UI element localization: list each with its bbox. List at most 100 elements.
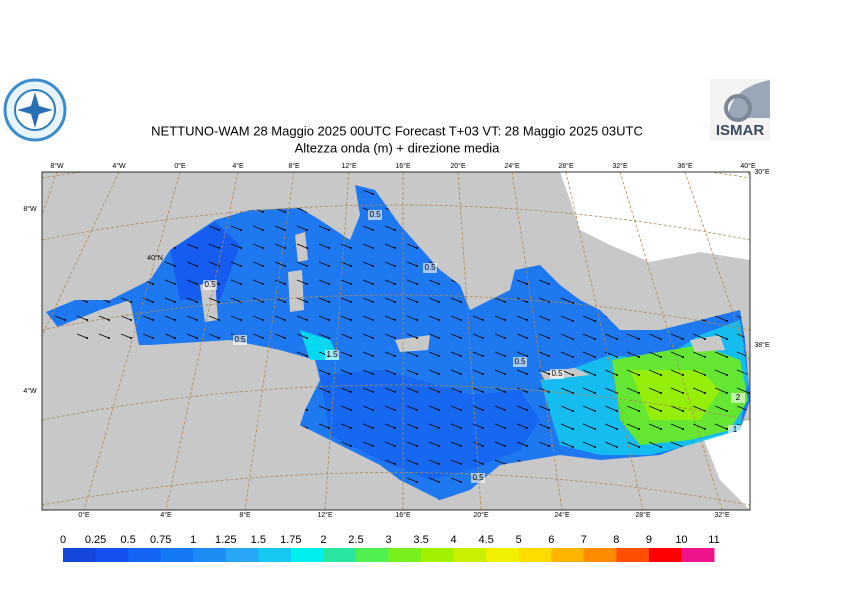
arrow-head <box>482 337 484 339</box>
wave-arrow <box>472 405 484 411</box>
wave-arrow <box>626 441 640 448</box>
arrow-head <box>174 337 176 339</box>
arrow-head <box>482 373 484 375</box>
wave-arrow <box>318 261 330 267</box>
contour-label-bg <box>471 473 485 483</box>
wave-arrow <box>54 315 66 321</box>
arrow-head <box>350 391 352 393</box>
arrow-head <box>482 463 484 465</box>
colorbar-label: 7 <box>581 534 587 546</box>
arrow-head <box>394 427 396 429</box>
arrow-head <box>504 409 506 411</box>
wave-arrow <box>670 441 684 448</box>
wave-arrow <box>296 279 308 285</box>
arrow-head <box>284 229 286 231</box>
wave-arrow <box>582 423 596 430</box>
contour-label-bg <box>550 369 564 379</box>
arrow-head <box>372 301 374 303</box>
wave-arrow <box>648 369 662 376</box>
wave-arrow <box>648 333 662 340</box>
wave-arrow <box>362 423 374 429</box>
arrow-head <box>394 373 396 375</box>
wave-arrow <box>670 405 684 412</box>
arrow-head <box>638 410 640 412</box>
wave-arrow <box>714 369 728 376</box>
wave-arrow <box>428 459 440 465</box>
wave-arrow <box>230 297 242 303</box>
wave-arrow <box>538 369 550 375</box>
arrow-head <box>174 283 176 285</box>
wave-arrow <box>582 441 596 448</box>
top-label: 4°E <box>232 162 244 170</box>
wave-arrow <box>164 333 176 339</box>
wave-arrow <box>164 261 176 267</box>
arrow-head <box>704 338 706 340</box>
arrow-head <box>394 319 396 321</box>
arrow-head <box>328 265 330 267</box>
wave-arrow <box>428 333 440 339</box>
wave-arrow <box>406 333 418 339</box>
wave-arrow <box>450 459 462 465</box>
wave-arrow <box>340 405 352 411</box>
arrow-head <box>416 247 418 249</box>
wave-arrow <box>714 387 728 394</box>
arrow-head <box>460 427 462 429</box>
arrow-head <box>372 409 374 411</box>
wave-arrow <box>604 441 618 448</box>
arrow-head <box>306 265 308 267</box>
wave-arrow <box>384 441 396 447</box>
colorbar-swatch <box>388 548 422 562</box>
arrow-head <box>526 391 528 393</box>
bottom-label: 0°E <box>78 511 90 519</box>
wave-arrow <box>362 315 374 321</box>
wave-arrow <box>670 387 684 394</box>
arrow-head <box>350 427 352 429</box>
colorbar-label: 0 <box>60 534 66 546</box>
arrow-head <box>350 301 352 303</box>
arrow-head <box>108 319 110 321</box>
wave-arrow <box>428 369 440 375</box>
arrow-head <box>572 338 574 340</box>
arrow-head <box>372 229 374 231</box>
contour-label-bg <box>233 335 247 345</box>
arrow-head <box>526 409 528 411</box>
wave-arrow <box>186 333 198 339</box>
arrow-head <box>306 337 308 339</box>
arrow-head <box>416 355 418 357</box>
arrow-head <box>328 301 330 303</box>
arrow-head <box>416 463 418 465</box>
arrow-head <box>504 355 506 357</box>
arrow-head <box>460 463 462 465</box>
arrow-head <box>86 337 88 339</box>
wave-arrow <box>560 423 574 430</box>
arrow-head <box>594 338 596 340</box>
arrow-head <box>682 428 684 430</box>
wave-arrow <box>604 405 618 412</box>
arrow-head <box>460 337 462 339</box>
arrow-head <box>328 373 330 375</box>
wave-arrow <box>142 315 154 321</box>
arrow-head <box>572 428 574 430</box>
wave-arrow <box>648 405 662 412</box>
arrow-head <box>394 247 396 249</box>
wave-arrow <box>362 351 374 357</box>
arrow-head <box>726 428 728 430</box>
colorbar-label: 3.5 <box>413 534 428 546</box>
meridian <box>324 172 350 510</box>
meridian <box>42 172 120 337</box>
arrow-head <box>460 391 462 393</box>
wave-arrow <box>582 315 596 322</box>
arrow-head <box>152 319 154 321</box>
arrow-head <box>372 319 374 321</box>
arrow-head <box>460 445 462 447</box>
arrow-head <box>548 373 550 375</box>
wave-arrow <box>626 387 640 394</box>
wave-arrow <box>318 387 330 393</box>
wave-arrow <box>296 243 308 249</box>
wave-arrow <box>560 387 574 394</box>
contour-label: 1 <box>733 425 738 434</box>
wave-arrow <box>494 315 506 321</box>
bottom-label: 24°E <box>554 511 570 519</box>
wave-arrow <box>318 405 330 411</box>
arrow-head <box>526 445 528 447</box>
